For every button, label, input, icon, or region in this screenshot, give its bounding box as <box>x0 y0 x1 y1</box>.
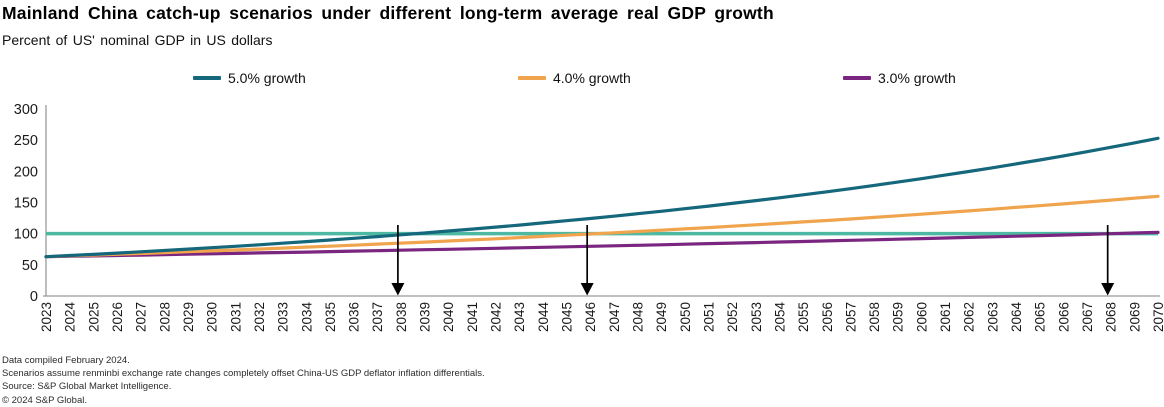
x-tick-label: 2062 <box>962 302 977 332</box>
x-tick-label: 2029 <box>181 302 196 332</box>
x-tick-label: 2057 <box>843 302 858 332</box>
series-line-3-0-growth <box>44 230 1160 259</box>
footnote-assumption: Scenarios assume renminbi exchange rate … <box>2 368 485 380</box>
x-tick-label: 2058 <box>867 302 882 332</box>
series-line-4-0-growth <box>44 194 1160 259</box>
x-tick-label: 2044 <box>536 302 551 333</box>
legend-swatch-4-percent <box>518 76 546 80</box>
x-tick-label: 2047 <box>607 302 622 332</box>
x-tick-label: 2042 <box>489 302 504 332</box>
x-tick-label: 2053 <box>749 302 764 332</box>
x-tick-label: 2023 <box>39 302 54 332</box>
y-tick-label: 300 <box>14 102 38 118</box>
x-tick-label: 2064 <box>1009 302 1024 333</box>
x-tick-label: 2067 <box>1080 302 1095 332</box>
x-tick-label: 2056 <box>820 302 835 332</box>
x-tick-label: 2031 <box>228 302 243 332</box>
x-tick-label: 2033 <box>276 302 291 332</box>
x-tick-label: 2039 <box>418 302 433 332</box>
footnote-compiled: Data compiled February 2024. <box>2 355 130 366</box>
series-line-5-0-growth <box>44 136 1160 259</box>
parity-crossing-arrow-head <box>391 283 405 296</box>
x-tick-label: 2063 <box>985 302 1000 332</box>
x-tick-label: 2028 <box>157 302 172 332</box>
x-tick-label: 2045 <box>560 302 575 332</box>
x-tick-label: 2055 <box>796 302 811 332</box>
x-tick-label: 2025 <box>86 302 101 332</box>
x-tick-label: 2035 <box>323 302 338 332</box>
x-tick-label: 2036 <box>347 302 362 332</box>
footnote-source: Source: S&P Global Market Intelligence. <box>2 381 172 393</box>
x-tick-label: 2061 <box>938 302 953 332</box>
legend-label: 4.0% growth <box>553 70 631 86</box>
x-tick-label: 2024 <box>63 302 78 333</box>
x-tick-label: 2030 <box>205 302 220 332</box>
x-tick-label: 2043 <box>512 302 527 332</box>
legend-item-4-percent: 4.0% growth <box>518 70 631 86</box>
legend-swatch-5-percent <box>193 76 221 80</box>
x-tick-label: 2034 <box>299 302 314 333</box>
chart-title: Mainland China catch-up scenarios under … <box>2 3 774 23</box>
x-tick-label: 2040 <box>441 302 456 332</box>
footnote-copyright: © 2024 S&P Global. <box>2 394 87 406</box>
x-tick-label: 2052 <box>725 302 740 332</box>
x-tick-label: 2065 <box>1033 302 1048 332</box>
legend-item-5-percent: 5.0% growth <box>193 70 306 86</box>
y-tick-label: 0 <box>30 289 38 305</box>
x-tick-label: 2069 <box>1127 302 1142 332</box>
x-tick-label: 2026 <box>110 302 125 332</box>
y-tick-label: 200 <box>14 164 38 180</box>
y-tick-label: 100 <box>14 227 38 243</box>
x-tick-label: 2051 <box>701 302 716 332</box>
x-tick-label: 2038 <box>394 302 409 332</box>
x-tick-label: 2059 <box>891 302 906 332</box>
legend-label: 3.0% growth <box>878 70 956 86</box>
y-tick-label: 50 <box>22 258 38 274</box>
x-tick-label: 2048 <box>630 302 645 332</box>
legend-swatch-3-percent <box>843 76 871 80</box>
x-tick-label: 2049 <box>654 302 669 332</box>
x-tick-label: 2027 <box>134 302 149 332</box>
y-tick-label: 150 <box>14 196 38 212</box>
x-tick-label: 2046 <box>583 302 598 332</box>
x-tick-label: 2060 <box>914 302 929 332</box>
x-tick-label: 2041 <box>465 302 480 332</box>
x-tick-label: 2068 <box>1104 302 1119 332</box>
parity-crossing-arrow-head <box>580 283 594 296</box>
line-chart: 0 50 100 150 200 250 300 2023 2024 2025 2026 2027 20… <box>14 102 1164 333</box>
footnotes: Data compiled February 2024. Scenarios a… <box>2 354 485 407</box>
x-tick-label: 2050 <box>678 302 693 332</box>
x-tick-label: 2066 <box>1056 302 1071 332</box>
x-tick-label: 2054 <box>772 302 787 333</box>
x-tick-label: 2070 <box>1151 302 1164 332</box>
y-tick-label: 250 <box>14 133 38 149</box>
chart-subtitle: Percent of US' nominal GDP in US dollars <box>2 32 273 48</box>
legend-item-3-percent: 3.0% growth <box>843 70 956 86</box>
x-tick-label: 2032 <box>252 302 267 332</box>
parity-crossing-arrow-head <box>1101 283 1115 296</box>
x-tick-label: 2037 <box>370 302 385 332</box>
legend-label: 5.0% growth <box>228 70 306 86</box>
